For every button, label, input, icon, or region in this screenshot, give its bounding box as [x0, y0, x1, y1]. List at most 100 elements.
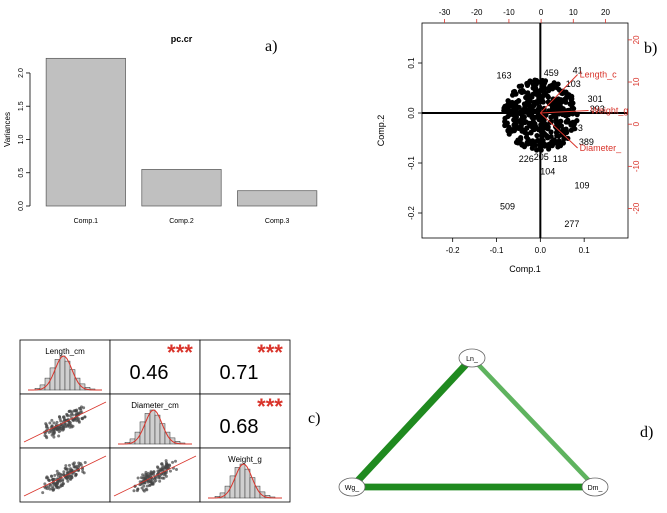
x-tick-label: Comp.2	[169, 218, 194, 225]
data-point	[522, 129, 528, 135]
x-tick-label: 0.0	[535, 246, 547, 255]
scatter-point	[70, 425, 74, 429]
fit-line	[23, 401, 107, 443]
scatter-point	[83, 415, 87, 419]
scatter-point	[45, 487, 49, 491]
scatter-point	[148, 474, 152, 478]
scatter-point	[161, 476, 165, 480]
right-tick-label: 10	[632, 77, 641, 86]
data-point	[550, 84, 556, 90]
data-point	[524, 125, 530, 131]
scatter-point	[164, 474, 168, 478]
significance-stars: ***	[167, 340, 193, 365]
scatter-point	[65, 413, 69, 417]
density-curve	[207, 463, 283, 499]
scatter-point	[83, 460, 87, 464]
right-tick-label: -20	[632, 202, 641, 214]
data-point	[546, 85, 552, 91]
y-tick-label: 0.5	[18, 168, 25, 178]
y-tick-label: -0.2	[407, 206, 416, 220]
point-label: 459	[544, 68, 559, 78]
data-point	[548, 114, 554, 120]
top-tick-label: -30	[439, 8, 451, 17]
scatter-point	[43, 482, 47, 486]
correlation-matrix-panel: Length_cm 0.46 *** 0.71 *** Diameter_cm 0.68 **…	[10, 330, 295, 508]
data-point	[551, 137, 557, 143]
data-point	[544, 93, 551, 99]
y-tick-label: -0.1	[407, 156, 416, 170]
scatter-point	[146, 471, 150, 475]
scatter-point	[174, 468, 178, 472]
scatter-point	[145, 488, 149, 492]
data-point	[512, 119, 518, 126]
data-point	[554, 132, 560, 139]
loading-label: Length_c	[580, 70, 618, 80]
scatter-point	[63, 466, 67, 470]
scatter-point	[75, 408, 79, 412]
variable-label: Length_cm	[45, 347, 85, 356]
data-point	[549, 107, 555, 113]
scatter-point	[62, 473, 66, 477]
scatter-point	[66, 424, 70, 428]
loading-arrow	[539, 74, 578, 114]
point-label: 118	[553, 154, 567, 164]
histogram-bar	[249, 477, 256, 499]
data-point	[530, 141, 536, 147]
y-tick-label: 1.0	[18, 135, 25, 145]
significance-stars: ***	[257, 394, 283, 419]
scatter-point	[60, 473, 64, 477]
top-tick-label: -20	[471, 8, 483, 17]
y-axis-label: Variances	[3, 112, 12, 147]
scatter-point	[55, 469, 59, 473]
loading-label: Weight_g	[591, 106, 629, 116]
scatter-point	[70, 475, 74, 479]
scatter-point	[41, 491, 45, 495]
bar-comp-2	[141, 169, 222, 207]
scatter-point	[136, 476, 140, 480]
data-point	[548, 133, 554, 140]
data-point	[529, 94, 535, 100]
scatter-point	[46, 476, 50, 480]
pca-biplot-panel: 163 41 104 109 509 277 226 118 301 389 393 253 459 20…	[370, 0, 667, 295]
scatter-point	[62, 470, 66, 474]
data-point	[502, 122, 508, 129]
point-label: 41	[573, 66, 583, 76]
scatter-point	[159, 468, 163, 472]
data-point	[548, 129, 554, 135]
scatter-point	[136, 487, 140, 491]
scatter-point	[49, 483, 53, 487]
point-label: 205	[534, 152, 549, 162]
data-point	[521, 114, 527, 120]
scatter-point	[61, 479, 65, 483]
panel-tag-d: d)	[640, 424, 654, 441]
loading-arrow	[540, 110, 589, 114]
point-label: 509	[500, 202, 515, 212]
correlation-matrix: Length_cm0.46***0.71***Diameter_cm0.68**…	[19, 339, 291, 503]
scatter-point	[152, 470, 156, 474]
data-point	[524, 80, 530, 87]
variance-barplot-panel: pc.cr 0.0 0.5 1.0 1.5 2.0 Variances Comp.1 Comp.…	[0, 28, 330, 243]
histogram-bar	[69, 369, 76, 391]
data-point	[541, 78, 547, 84]
y-tick-label: 1.5	[18, 101, 25, 111]
scatter-point	[153, 476, 157, 480]
data-point	[533, 99, 540, 105]
loading-arrow	[539, 112, 578, 149]
scatter-point	[149, 470, 153, 474]
scatter-point	[132, 489, 136, 493]
data-point	[566, 92, 572, 98]
scatter-point	[171, 460, 175, 464]
data-point	[524, 140, 530, 146]
significance-stars: ***	[257, 340, 283, 365]
scatter-point	[47, 478, 51, 482]
data-point	[523, 119, 529, 125]
x-tick-label: -0.1	[490, 246, 504, 255]
scatter-point	[140, 486, 144, 490]
fit-line	[113, 455, 197, 497]
plot-frame	[421, 22, 629, 239]
top-tick-label: 10	[569, 8, 578, 17]
top-tick-label: -10	[503, 8, 515, 17]
point-label: 253	[568, 123, 583, 133]
scatter-point	[56, 474, 60, 478]
data-point	[570, 100, 576, 106]
